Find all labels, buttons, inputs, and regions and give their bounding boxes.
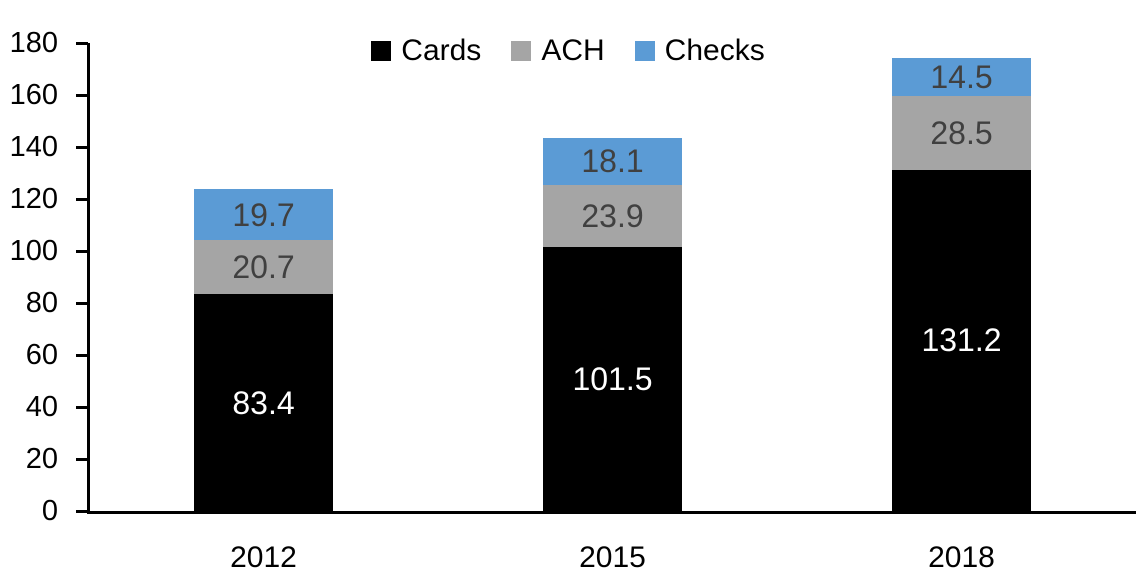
legend-swatch-icon <box>634 41 655 61</box>
y-tick-label: 120 <box>9 183 58 215</box>
y-tick-mark <box>76 197 88 201</box>
bar-value-label: 19.7 <box>232 196 295 233</box>
y-tick-mark <box>76 301 88 305</box>
bar-value-label: 131.2 <box>921 322 1002 359</box>
y-tick-label: 160 <box>9 79 58 111</box>
y-tick-mark <box>76 405 88 409</box>
x-axis-label-2012: 2012 <box>230 541 297 574</box>
legend-swatch-icon <box>371 41 392 61</box>
y-tick-mark <box>76 41 88 45</box>
y-tick-label: 0 <box>41 495 58 527</box>
y-tick-label: 80 <box>25 287 58 319</box>
bar-segment-checks-2012: 19.7 <box>194 189 333 241</box>
y-tick-label: 20 <box>25 443 58 475</box>
y-tick-label: 180 <box>9 27 58 59</box>
y-tick-mark <box>76 457 88 461</box>
bar-value-label: 23.9 <box>581 198 644 235</box>
legend-label: Checks <box>664 34 765 67</box>
bar-segment-cards-2012: 83.4 <box>194 294 333 511</box>
bar-segment-checks-2015: 18.1 <box>543 137 682 185</box>
bar-value-label: 28.5 <box>930 114 993 151</box>
bar-segment-checks-2018: 14.5 <box>892 58 1031 96</box>
legend-item-checks: Checks <box>634 33 765 69</box>
legend-item-ach: ACH <box>511 33 605 69</box>
y-tick-mark <box>76 249 88 253</box>
y-tick-label: 40 <box>25 391 58 423</box>
legend-swatch-icon <box>511 41 532 61</box>
bar-value-label: 101.5 <box>572 361 653 398</box>
y-tick-label: 140 <box>9 131 58 163</box>
bar-value-label: 18.1 <box>581 143 644 180</box>
bar-value-label: 83.4 <box>232 384 295 421</box>
x-axis-line <box>87 511 1136 514</box>
bar-segment-ach-2012: 20.7 <box>194 240 333 295</box>
y-tick-mark <box>76 509 88 513</box>
bar-segment-ach-2015: 23.9 <box>543 184 682 248</box>
bar-value-label: 20.7 <box>232 249 295 286</box>
y-tick-mark <box>76 145 88 149</box>
y-tick-label: 100 <box>9 235 58 267</box>
y-axis-line <box>87 43 90 513</box>
y-tick-mark <box>76 353 88 357</box>
legend-label: ACH <box>541 34 605 67</box>
x-axis-label-2015: 2015 <box>579 541 646 574</box>
bar-value-label: 14.5 <box>930 58 993 95</box>
y-tick-label: 60 <box>25 339 58 371</box>
bar-segment-ach-2018: 28.5 <box>892 95 1031 170</box>
bar-segment-cards-2015: 101.5 <box>543 247 682 511</box>
y-tick-mark <box>76 93 88 97</box>
bar-segment-cards-2018: 131.2 <box>892 169 1031 511</box>
x-axis-label-2018: 2018 <box>928 541 995 574</box>
chart-legend: Cards ACH Checks <box>0 33 1136 69</box>
legend-item-cards: Cards <box>371 33 481 69</box>
legend-label: Cards <box>401 34 482 67</box>
